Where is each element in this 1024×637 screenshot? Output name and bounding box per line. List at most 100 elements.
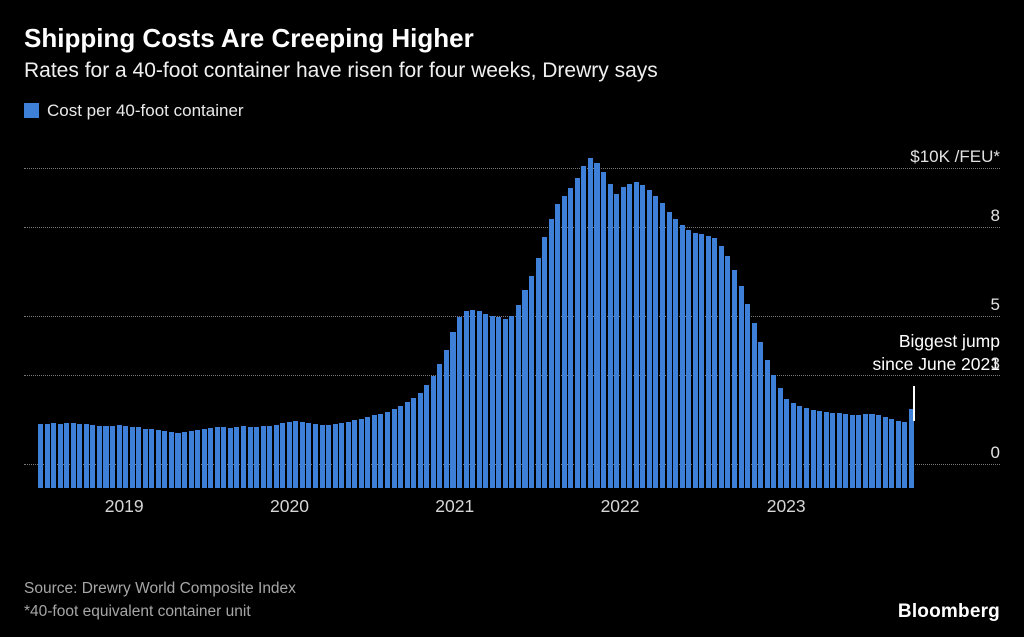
annotation-line-1: Biggest jump: [898, 330, 1000, 351]
bar: [725, 256, 731, 488]
bar: [515, 305, 521, 488]
bar: [90, 424, 96, 488]
bar: [849, 414, 855, 488]
annotation-marker-line: [913, 385, 915, 421]
bar: [843, 413, 849, 488]
bar: [371, 415, 377, 488]
bar: [830, 412, 836, 488]
bar: [77, 423, 83, 488]
annotation-biggest-jump: Biggest jump since June 2021: [873, 330, 1000, 377]
bar: [123, 426, 129, 488]
bar: [705, 235, 711, 488]
bar: [319, 424, 325, 488]
bar: [823, 411, 829, 488]
y-axis-tick-label: 5: [990, 295, 1000, 315]
bar: [646, 189, 652, 488]
bar: [568, 188, 574, 488]
bloomberg-logo: Bloomberg: [897, 601, 1000, 622]
bar: [784, 398, 790, 488]
bar: [699, 234, 705, 488]
gridline: [24, 227, 1000, 229]
x-axis-tick-label: 2021: [435, 495, 475, 516]
bar: [188, 430, 194, 488]
bar: [509, 315, 515, 488]
bar: [908, 408, 914, 488]
bar: [476, 311, 482, 488]
bar: [529, 275, 535, 488]
bar: [168, 431, 174, 488]
bar: [758, 342, 764, 488]
bar: [620, 186, 626, 488]
bar: [155, 429, 161, 488]
bar: [731, 269, 738, 488]
bar: [110, 425, 116, 488]
chart-title: Shipping Costs Are Creeping Higher: [24, 23, 474, 53]
bar: [745, 303, 751, 488]
bar: [771, 374, 777, 488]
bar: [574, 177, 580, 488]
bar: [64, 422, 70, 488]
bar: [96, 425, 102, 488]
bar: [83, 424, 89, 488]
bar: [817, 410, 823, 488]
bar: [339, 422, 345, 488]
x-axis-tick-label: 2022: [600, 495, 640, 516]
bar: [391, 408, 397, 488]
x-axis-tick-label: 2019: [104, 495, 144, 516]
plot-area: Biggest jump since June 2021 $10K /FEU* 8…: [24, 147, 1000, 488]
bar: [450, 331, 456, 488]
legend-swatch-icon: [24, 103, 39, 118]
bar: [666, 211, 672, 488]
bar: [653, 195, 659, 488]
bar: [306, 422, 312, 488]
bar: [790, 403, 796, 488]
bar: [312, 423, 319, 488]
bar: [889, 419, 895, 488]
bar: [293, 420, 299, 488]
bar: [633, 182, 639, 488]
annotation-line-2: since June 2021: [872, 354, 1000, 375]
y-axis-tick-label: 0: [990, 443, 1000, 463]
bar: [430, 376, 436, 488]
bar: [810, 409, 816, 488]
bar: [777, 388, 783, 488]
legend: Cost per 40-foot container: [24, 101, 1000, 121]
bar: [437, 364, 443, 488]
bar: [417, 392, 423, 488]
bar: [162, 430, 168, 488]
bar: [627, 183, 633, 488]
bar: [803, 408, 810, 488]
bar: [836, 413, 842, 488]
bar: [862, 414, 868, 488]
bar: [686, 229, 692, 488]
bar: [70, 423, 76, 488]
bar: [738, 285, 744, 488]
bar: [175, 432, 181, 488]
bar: [280, 423, 286, 488]
bar: [869, 413, 875, 488]
bar: [51, 423, 57, 488]
bar: [489, 315, 495, 488]
bar: [542, 237, 548, 488]
bar-series: [38, 153, 914, 488]
bar: [182, 432, 188, 488]
bar: [411, 398, 417, 488]
bar: [332, 424, 338, 488]
bar: [116, 424, 122, 488]
bar: [214, 426, 220, 488]
bar: [470, 309, 476, 488]
bar: [895, 420, 901, 488]
bar: [614, 194, 620, 488]
bar: [326, 425, 332, 488]
bar: [424, 385, 430, 488]
bar: [208, 427, 214, 488]
bar: [902, 421, 908, 488]
bar: [103, 426, 109, 488]
bar: [129, 426, 135, 488]
bar: [692, 232, 698, 488]
bar: [483, 314, 489, 488]
bar: [273, 424, 279, 488]
bar: [38, 424, 44, 488]
bar: [195, 429, 201, 488]
